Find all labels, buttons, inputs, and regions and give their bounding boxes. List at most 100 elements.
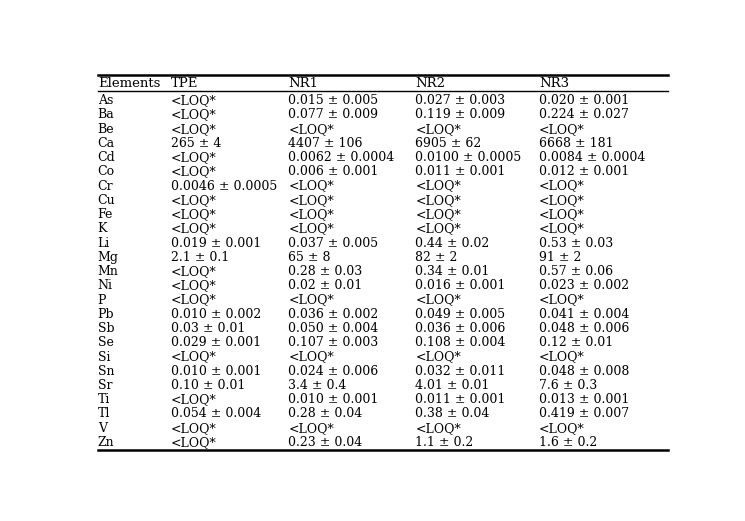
Text: 0.0100 ± 0.0005: 0.0100 ± 0.0005 bbox=[415, 151, 522, 164]
Text: <LOQ*: <LOQ* bbox=[171, 279, 217, 292]
Text: 265 ± 4: 265 ± 4 bbox=[171, 137, 221, 150]
Text: K: K bbox=[98, 222, 107, 235]
Text: 3.4 ± 0.4: 3.4 ± 0.4 bbox=[288, 379, 346, 392]
Text: <LOQ*: <LOQ* bbox=[171, 94, 217, 107]
Text: <LOQ*: <LOQ* bbox=[539, 194, 585, 207]
Text: Fe: Fe bbox=[98, 208, 113, 221]
Text: <LOQ*: <LOQ* bbox=[171, 393, 217, 406]
Text: 0.027 ± 0.003: 0.027 ± 0.003 bbox=[415, 94, 505, 107]
Text: <LOQ*: <LOQ* bbox=[171, 165, 217, 178]
Text: Se: Se bbox=[98, 336, 114, 349]
Text: 0.10 ± 0.01: 0.10 ± 0.01 bbox=[171, 379, 245, 392]
Text: Elements: Elements bbox=[98, 77, 160, 90]
Text: 0.44 ± 0.02: 0.44 ± 0.02 bbox=[415, 237, 489, 250]
Text: <LOQ*: <LOQ* bbox=[288, 421, 334, 435]
Text: Cr: Cr bbox=[98, 180, 113, 193]
Text: 0.012 ± 0.001: 0.012 ± 0.001 bbox=[539, 165, 629, 178]
Text: 0.032 ± 0.011: 0.032 ± 0.011 bbox=[415, 365, 506, 378]
Text: 0.036 ± 0.002: 0.036 ± 0.002 bbox=[288, 308, 378, 321]
Text: Mg: Mg bbox=[98, 251, 118, 264]
Text: Sb: Sb bbox=[98, 322, 115, 335]
Text: Sn: Sn bbox=[98, 365, 114, 378]
Text: <LOQ*: <LOQ* bbox=[415, 208, 461, 221]
Text: 0.015 ± 0.005: 0.015 ± 0.005 bbox=[288, 94, 378, 107]
Text: 0.010 ± 0.001: 0.010 ± 0.001 bbox=[171, 365, 261, 378]
Text: 0.0046 ± 0.0005: 0.0046 ± 0.0005 bbox=[171, 180, 277, 193]
Text: 82 ± 2: 82 ± 2 bbox=[415, 251, 457, 264]
Text: <LOQ*: <LOQ* bbox=[171, 436, 217, 449]
Text: <LOQ*: <LOQ* bbox=[539, 421, 585, 435]
Text: <LOQ*: <LOQ* bbox=[171, 108, 217, 121]
Text: 0.048 ± 0.008: 0.048 ± 0.008 bbox=[539, 365, 630, 378]
Text: <LOQ*: <LOQ* bbox=[288, 351, 334, 364]
Text: 0.107 ± 0.003: 0.107 ± 0.003 bbox=[288, 336, 378, 349]
Text: 7.6 ± 0.3: 7.6 ± 0.3 bbox=[539, 379, 597, 392]
Text: Sr: Sr bbox=[98, 379, 112, 392]
Text: 0.013 ± 0.001: 0.013 ± 0.001 bbox=[539, 393, 630, 406]
Text: 0.011 ± 0.001: 0.011 ± 0.001 bbox=[415, 393, 506, 406]
Text: Ba: Ba bbox=[98, 108, 115, 121]
Text: <LOQ*: <LOQ* bbox=[415, 122, 461, 135]
Text: <LOQ*: <LOQ* bbox=[288, 293, 334, 306]
Text: <LOQ*: <LOQ* bbox=[539, 122, 585, 135]
Text: 0.054 ± 0.004: 0.054 ± 0.004 bbox=[171, 407, 261, 420]
Text: <LOQ*: <LOQ* bbox=[171, 222, 217, 235]
Text: V: V bbox=[98, 421, 107, 435]
Text: 0.019 ± 0.001: 0.019 ± 0.001 bbox=[171, 237, 261, 250]
Text: 0.016 ± 0.001: 0.016 ± 0.001 bbox=[415, 279, 506, 292]
Text: 0.010 ± 0.001: 0.010 ± 0.001 bbox=[288, 393, 378, 406]
Text: NR1: NR1 bbox=[288, 77, 318, 90]
Text: 65 ± 8: 65 ± 8 bbox=[288, 251, 331, 264]
Text: <LOQ*: <LOQ* bbox=[539, 351, 585, 364]
Text: 0.048 ± 0.006: 0.048 ± 0.006 bbox=[539, 322, 630, 335]
Text: <LOQ*: <LOQ* bbox=[539, 293, 585, 306]
Text: 1.1 ± 0.2: 1.1 ± 0.2 bbox=[415, 436, 474, 449]
Text: Cd: Cd bbox=[98, 151, 115, 164]
Text: TPE: TPE bbox=[171, 77, 198, 90]
Text: <LOQ*: <LOQ* bbox=[415, 180, 461, 193]
Text: 6905 ± 62: 6905 ± 62 bbox=[415, 137, 481, 150]
Text: 0.57 ± 0.06: 0.57 ± 0.06 bbox=[539, 265, 613, 278]
Text: Ni: Ni bbox=[98, 279, 112, 292]
Text: Ca: Ca bbox=[98, 137, 115, 150]
Text: 0.011 ± 0.001: 0.011 ± 0.001 bbox=[415, 165, 506, 178]
Text: Zn: Zn bbox=[98, 436, 115, 449]
Text: <LOQ*: <LOQ* bbox=[171, 421, 217, 435]
Text: 4.01 ± 0.01: 4.01 ± 0.01 bbox=[415, 379, 489, 392]
Text: 1.6 ± 0.2: 1.6 ± 0.2 bbox=[539, 436, 597, 449]
Text: Tl: Tl bbox=[98, 407, 110, 420]
Text: 2.1 ± 0.1: 2.1 ± 0.1 bbox=[171, 251, 229, 264]
Text: <LOQ*: <LOQ* bbox=[288, 122, 334, 135]
Text: 0.119 ± 0.009: 0.119 ± 0.009 bbox=[415, 108, 505, 121]
Text: Mn: Mn bbox=[98, 265, 118, 278]
Text: <LOQ*: <LOQ* bbox=[171, 208, 217, 221]
Text: 0.53 ± 0.03: 0.53 ± 0.03 bbox=[539, 237, 613, 250]
Text: 0.02 ± 0.01: 0.02 ± 0.01 bbox=[288, 279, 363, 292]
Text: <LOQ*: <LOQ* bbox=[288, 194, 334, 207]
Text: 0.28 ± 0.04: 0.28 ± 0.04 bbox=[288, 407, 363, 420]
Text: P: P bbox=[98, 293, 107, 306]
Text: <LOQ*: <LOQ* bbox=[171, 194, 217, 207]
Text: Li: Li bbox=[98, 237, 110, 250]
Text: Si: Si bbox=[98, 351, 110, 364]
Text: <LOQ*: <LOQ* bbox=[288, 208, 334, 221]
Text: <LOQ*: <LOQ* bbox=[415, 421, 461, 435]
Text: NR2: NR2 bbox=[415, 77, 446, 90]
Text: 0.108 ± 0.004: 0.108 ± 0.004 bbox=[415, 336, 506, 349]
Text: 0.020 ± 0.001: 0.020 ± 0.001 bbox=[539, 94, 629, 107]
Text: 0.029 ± 0.001: 0.029 ± 0.001 bbox=[171, 336, 261, 349]
Text: Be: Be bbox=[98, 122, 115, 135]
Text: <LOQ*: <LOQ* bbox=[415, 293, 461, 306]
Text: <LOQ*: <LOQ* bbox=[171, 293, 217, 306]
Text: 0.010 ± 0.002: 0.010 ± 0.002 bbox=[171, 308, 261, 321]
Text: <LOQ*: <LOQ* bbox=[171, 265, 217, 278]
Text: 0.0062 ± 0.0004: 0.0062 ± 0.0004 bbox=[288, 151, 395, 164]
Text: 0.024 ± 0.006: 0.024 ± 0.006 bbox=[288, 365, 378, 378]
Text: <LOQ*: <LOQ* bbox=[288, 180, 334, 193]
Text: <LOQ*: <LOQ* bbox=[539, 180, 585, 193]
Text: 0.023 ± 0.002: 0.023 ± 0.002 bbox=[539, 279, 629, 292]
Text: 0.38 ± 0.04: 0.38 ± 0.04 bbox=[415, 407, 489, 420]
Text: Co: Co bbox=[98, 165, 115, 178]
Text: 4407 ± 106: 4407 ± 106 bbox=[288, 137, 363, 150]
Text: <LOQ*: <LOQ* bbox=[171, 351, 217, 364]
